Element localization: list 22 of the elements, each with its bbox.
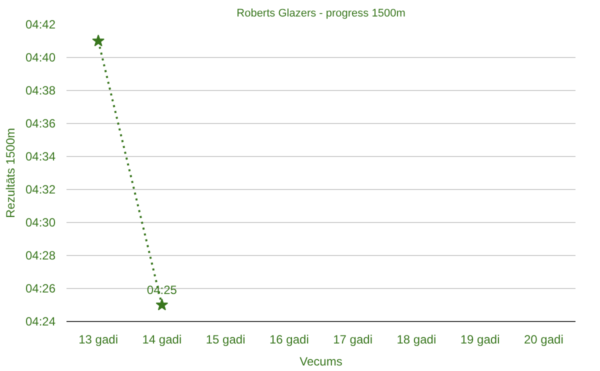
- y-tick-label: 04:36: [25, 116, 56, 130]
- y-tick-label: 04:40: [25, 50, 56, 64]
- y-axis-title: Rezultāts 1500m: [3, 128, 18, 218]
- y-tick-label: 04:32: [25, 182, 56, 196]
- y-tick-label: 04:38: [25, 84, 56, 98]
- y-tick-label: 04:30: [25, 216, 56, 230]
- chart-title: Roberts Glazers - progress 1500m: [236, 8, 406, 20]
- data-label: 04:25: [146, 283, 178, 297]
- y-tick-label: 04:24: [25, 314, 56, 328]
- y-tick-label: 04:42: [25, 18, 56, 32]
- y-tick-label: 04:28: [25, 248, 56, 262]
- x-tick-label: 20 gadi: [524, 332, 564, 346]
- x-axis-title: Vecums: [300, 354, 342, 368]
- x-tick-label: 17 gadi: [333, 332, 373, 346]
- x-tick-label: 19 gadi: [460, 332, 500, 346]
- x-tick-label: 15 gadi: [206, 332, 246, 346]
- y-tick-label: 04:34: [25, 150, 56, 164]
- x-tick-label: 13 gadi: [78, 332, 118, 346]
- x-tick-label: 18 gadi: [396, 332, 436, 346]
- x-tick-label: 16 gadi: [270, 332, 309, 346]
- y-tick-label: 04:26: [25, 282, 56, 296]
- x-tick-label: 14 gadi: [142, 332, 182, 346]
